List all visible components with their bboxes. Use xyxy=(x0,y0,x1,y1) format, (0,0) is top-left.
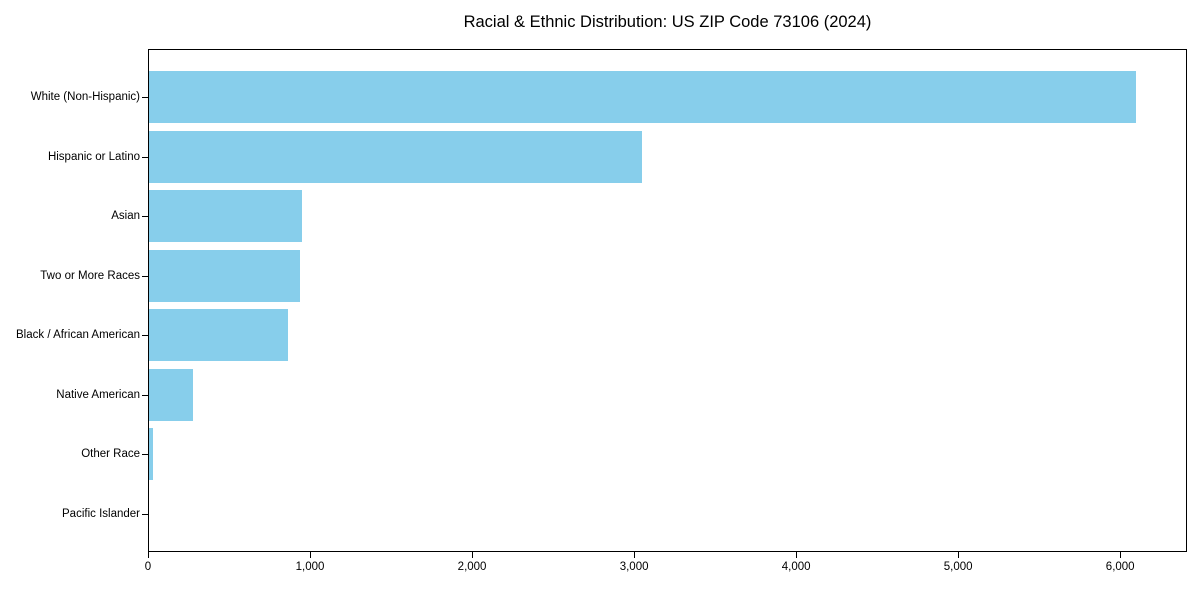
x-tick-label-2000: 2,000 xyxy=(457,561,487,573)
y-tick-label-black-african-american: Black / African American xyxy=(16,329,140,342)
y-tick-mark xyxy=(142,335,148,337)
bar-native-american xyxy=(149,368,193,421)
x-tick-mark xyxy=(796,552,798,558)
x-tick-mark xyxy=(634,552,636,558)
x-tick-label-3000: 3,000 xyxy=(619,561,649,573)
x-tick-label-1000: 1,000 xyxy=(295,561,325,573)
chart-title: Racial & Ethnic Distribution: US ZIP Cod… xyxy=(463,13,872,31)
y-tick-label-pacific-islander: Pacific Islander xyxy=(62,507,140,520)
x-tick-mark xyxy=(958,552,960,558)
bar-hispanic-or-latino xyxy=(149,130,642,183)
y-tick-label-white-non-hispanic: White (Non-Hispanic) xyxy=(30,91,140,103)
y-tick-mark xyxy=(142,97,148,98)
y-tick-label-asian: Asian xyxy=(111,210,140,223)
bar-other-race xyxy=(149,428,154,481)
x-tick-label-5000: 5,000 xyxy=(943,561,973,573)
y-tick-mark xyxy=(142,216,148,218)
x-tick-label-0: 0 xyxy=(144,561,152,573)
y-tick-mark xyxy=(142,156,148,158)
y-tick-label-native-american: Native American xyxy=(56,388,140,401)
bar-white-non-hispanic xyxy=(149,71,1136,123)
y-tick-label-hispanic-or-latino: Hispanic or Latino xyxy=(47,150,140,163)
y-tick-mark xyxy=(142,394,148,396)
x-tick-label-4000: 4,000 xyxy=(781,561,811,573)
x-tick-mark xyxy=(1120,552,1122,558)
plot-area xyxy=(148,49,1187,552)
x-tick-mark xyxy=(472,552,474,558)
x-tick-mark xyxy=(310,552,312,558)
y-tick-mark xyxy=(142,454,148,456)
y-tick-mark xyxy=(142,275,148,277)
bar-asian xyxy=(149,190,303,243)
y-tick-label-two-or-more-races: Two or More Races xyxy=(40,269,140,282)
y-tick-mark xyxy=(142,513,148,515)
y-tick-label-other-race: Other Race xyxy=(81,448,140,461)
x-tick-mark xyxy=(148,552,149,558)
x-tick-label-6000: 6,000 xyxy=(1105,561,1135,573)
bar-two-or-more-races xyxy=(149,249,300,302)
bar-black-african-american xyxy=(149,309,288,362)
